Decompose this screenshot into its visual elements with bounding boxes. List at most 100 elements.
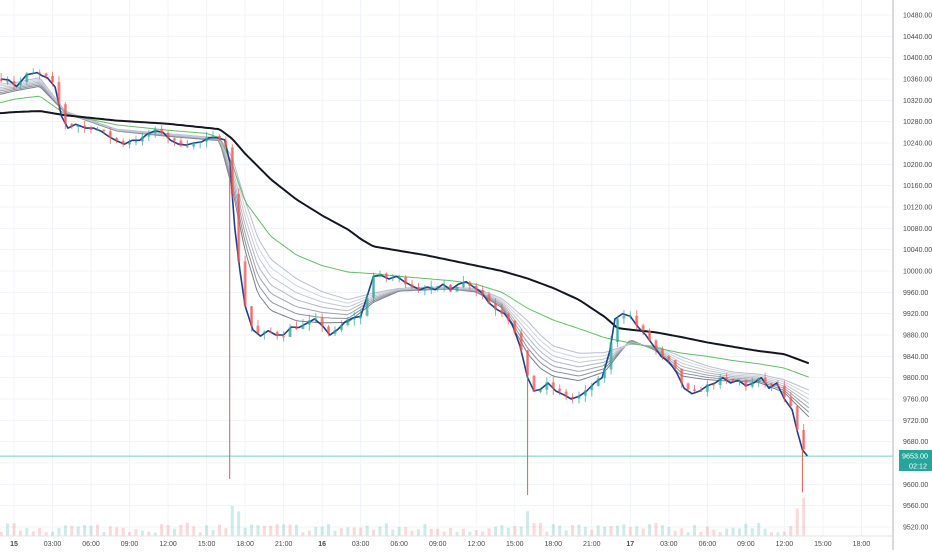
candle-body[interactable] [718,377,722,386]
candle-body[interactable] [442,284,446,286]
candle-body[interactable] [481,289,485,295]
candle-body[interactable] [731,379,735,382]
candle-body[interactable] [648,330,652,341]
candle-body[interactable] [173,138,176,141]
candle-body[interactable] [108,131,112,138]
candle-body[interactable] [224,140,228,148]
candle-body[interactable] [230,147,234,194]
candle-body[interactable] [712,384,716,386]
candle-body[interactable] [795,406,799,431]
candle-body[interactable] [770,383,774,386]
candle-body[interactable] [449,284,453,292]
candle-body[interactable] [538,389,542,392]
candle-body[interactable] [359,315,363,319]
candle-body[interactable] [89,127,93,130]
candle-body[interactable] [128,142,132,145]
candle-body[interactable] [211,135,215,138]
candle-body[interactable] [121,140,125,145]
candle-body[interactable] [166,133,170,139]
candle-body[interactable] [660,348,664,356]
candle-body[interactable] [160,128,164,134]
candle-body[interactable] [590,385,594,391]
candle-body[interactable] [737,380,741,382]
candle-body[interactable] [384,273,388,278]
candle-body[interactable] [410,284,414,288]
candle-body[interactable] [63,104,67,124]
candlesticks[interactable] [0,68,806,495]
candle-body[interactable] [243,261,247,307]
candle-body[interactable] [641,325,645,331]
candle-body[interactable] [44,73,48,77]
candle-body[interactable] [506,313,510,321]
candle-body[interactable] [57,82,61,105]
candle-body[interactable] [269,331,273,333]
candle-body[interactable] [673,360,677,369]
candle-body[interactable] [140,136,144,142]
candle-body[interactable] [763,377,767,384]
candle-body[interactable] [262,331,266,334]
candle-body[interactable] [686,383,690,390]
candle-body[interactable] [404,277,408,285]
candle-body[interactable] [70,123,74,127]
candle-body[interactable] [147,133,151,137]
candle-body[interactable] [346,319,350,326]
candle-body[interactable] [25,73,29,82]
candle-body[interactable] [474,285,478,290]
candle-body[interactable] [455,286,459,292]
candle-body[interactable] [693,389,697,391]
candle-body[interactable] [744,380,748,387]
candle-body[interactable] [583,390,587,396]
candle-body[interactable] [423,289,427,291]
candle-body[interactable] [288,327,292,337]
candle-body[interactable] [628,315,632,317]
candle-body[interactable] [802,430,806,450]
candle-body[interactable] [327,326,331,334]
candle-body[interactable] [282,336,286,338]
candle-body[interactable] [545,382,549,390]
candle-body[interactable] [500,309,504,314]
candle-body[interactable] [294,327,298,330]
candle-body[interactable] [31,72,35,74]
price-axis[interactable]: 10480.00 10440.00 10400.00 10360.00 10320.00… [892,0,932,550]
time-axis[interactable]: 15 03:00 06:00 09:00 12:00 15:00 18:00 21:00 16 0… [0,535,893,548]
candle-body[interactable] [185,146,189,148]
candle-body[interactable] [102,129,106,132]
candle-body[interactable] [551,382,555,389]
candle-body[interactable] [667,355,671,361]
candle-body[interactable] [513,320,517,333]
candle-body[interactable] [6,81,10,83]
candle-body[interactable] [725,377,729,380]
candle-body[interactable] [372,276,376,298]
candle-body[interactable] [378,273,382,277]
candle-body[interactable] [365,297,369,316]
candle-body[interactable] [468,282,472,286]
candle-body[interactable] [596,378,600,386]
candle-body[interactable] [192,142,196,147]
candle-body[interactable] [115,137,119,141]
candle-body[interactable] [76,125,80,127]
candle-body[interactable] [134,141,138,143]
candle-body[interactable] [436,285,440,287]
candle-body[interactable] [776,385,780,387]
candle-body[interactable] [198,141,202,143]
candle-body[interactable] [487,294,491,304]
candle-body[interactable] [352,318,356,320]
candle-body[interactable] [429,286,433,290]
candle-body[interactable] [494,303,497,310]
candle-body[interactable] [333,329,337,334]
candle-body[interactable] [391,277,395,279]
candle-body[interactable] [83,125,87,128]
candle-body[interactable] [307,320,311,325]
candle-body[interactable] [519,332,523,351]
candle-body[interactable] [250,306,254,326]
candle-body[interactable] [571,396,575,399]
candle-body[interactable] [615,318,619,342]
candle-body[interactable] [275,331,279,337]
candle-body[interactable] [532,375,536,392]
candle-body[interactable] [654,340,658,349]
candle-body[interactable] [12,81,16,86]
candle-body[interactable] [51,76,55,83]
candle-body[interactable] [256,325,260,334]
candle-body[interactable] [205,137,209,142]
